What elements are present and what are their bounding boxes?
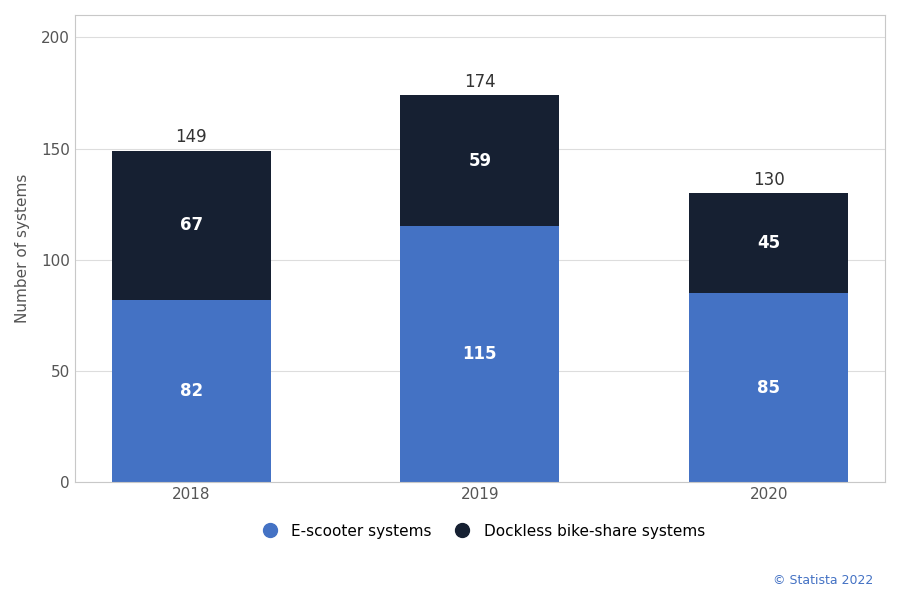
Bar	[400, 95, 560, 226]
Bar	[112, 300, 271, 482]
Text: 82: 82	[179, 382, 203, 400]
Text: 174: 174	[464, 72, 496, 91]
Bar	[400, 226, 560, 482]
Text: 85: 85	[757, 379, 780, 397]
Legend: E-scooter systems, Dockless bike-share systems: E-scooter systems, Dockless bike-share s…	[248, 517, 711, 545]
Y-axis label: Number of systems: Number of systems	[15, 174, 30, 323]
Text: 59: 59	[468, 152, 491, 170]
Text: 130: 130	[753, 170, 785, 189]
Text: 149: 149	[176, 128, 207, 146]
Text: 115: 115	[463, 346, 497, 364]
Bar	[689, 193, 848, 293]
Text: 67: 67	[179, 216, 203, 234]
Bar	[689, 293, 848, 482]
Text: © Statista 2022: © Statista 2022	[773, 574, 873, 587]
Text: 45: 45	[757, 234, 780, 252]
Bar	[112, 151, 271, 300]
